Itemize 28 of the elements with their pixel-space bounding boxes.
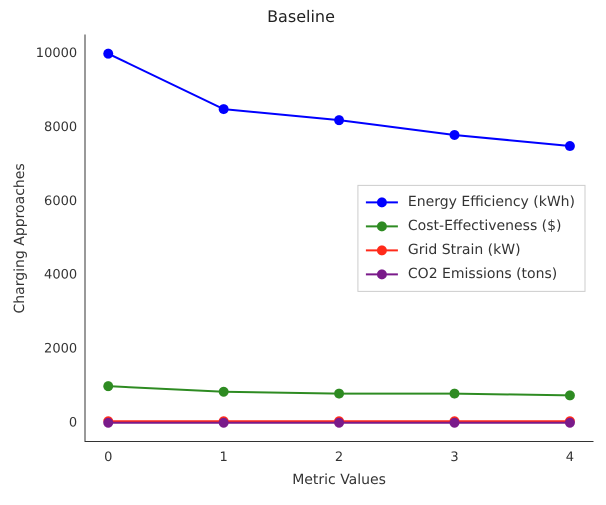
x-tick-label: 0 (104, 450, 112, 465)
y-tick-label: 4000 (44, 268, 78, 283)
chart-title: Baseline (267, 6, 335, 26)
y-tick-label: 6000 (44, 194, 78, 209)
point (334, 388, 344, 399)
point (564, 141, 575, 152)
point (218, 104, 229, 114)
y-tick-label: 8000 (44, 120, 78, 135)
x-tick-label: 2 (334, 450, 344, 465)
legend-label: CO2 Emissions (tons) (408, 266, 558, 282)
point (334, 115, 344, 126)
point (449, 130, 460, 140)
point (564, 390, 575, 400)
point (103, 48, 114, 59)
legend-label: Energy Efficiency (kWh) (408, 194, 576, 210)
point (218, 386, 229, 397)
legend-label: Cost-Effectiveness ($) (408, 218, 562, 234)
x-tick-label: 1 (220, 450, 228, 465)
x-tick-label: 4 (566, 450, 574, 465)
y-axis-title: Charging Approaches (12, 163, 28, 314)
point (103, 381, 114, 392)
x-tick-label: 3 (450, 450, 459, 465)
x-axis-title: Metric Values (292, 472, 386, 488)
legend-label: Grid Strain (kW) (408, 242, 521, 258)
y-tick-label: 2000 (44, 342, 78, 357)
y-tick-label: 10000 (36, 46, 78, 62)
point (449, 388, 460, 399)
y-tick-label: 0 (68, 416, 78, 430)
